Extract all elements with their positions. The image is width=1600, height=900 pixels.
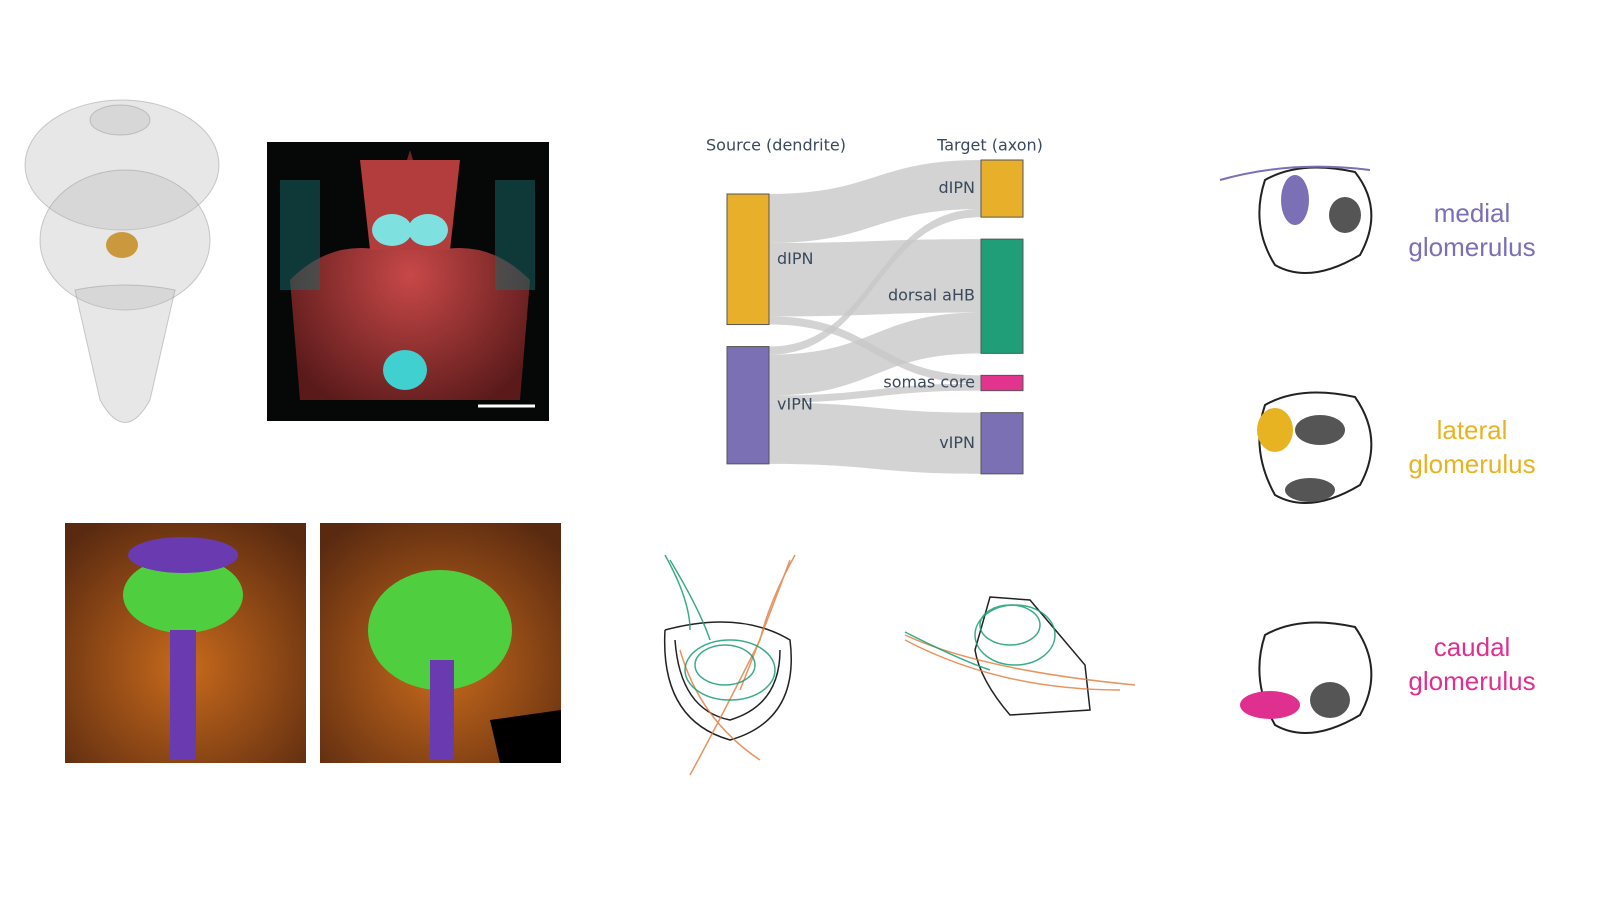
glomerulus-labels: medial glomerulus lateral glomerulus caudal g… [1408,198,1535,696]
sankey-link [769,402,981,474]
glomerulus-label: glomerulus [1408,232,1535,262]
source-node [726,193,770,326]
glomerulus-label: caudal [1434,632,1511,662]
sankey-link [769,208,981,355]
glomerulus-schematics [1219,165,1373,734]
sankey-links [769,160,981,474]
target-label: dorsal aHB [888,286,975,305]
confocal-image [267,142,549,421]
target-label: vIPN [939,433,975,452]
source-label: dIPN [777,249,814,268]
glomerulus-label: glomerulus [1408,449,1535,479]
target-node [980,374,1024,392]
glomerulus-label: medial [1434,198,1511,228]
target-node [980,238,1024,354]
glomerulus-label: glomerulus [1408,666,1535,696]
sankey-diagram: Source (dendrite) Target (axon) dIPN vIPN dI… [706,136,1043,475]
glomerulus-label: lateral [1437,415,1508,445]
brain-render [24,99,220,423]
sankey-link [769,383,981,403]
neuron-tracings [663,554,1136,776]
source-header: Source (dendrite) [706,136,846,155]
confocal-image-bottom [65,523,561,763]
target-node [980,159,1024,218]
target-label: dIPN [939,178,976,197]
source-node [726,346,770,465]
target-node [980,412,1024,475]
target-header: Target (axon) [936,136,1043,155]
target-label: somas core [883,373,975,392]
source-label: vIPN [777,395,813,414]
sankey-link [769,312,981,396]
sankey-link [769,160,981,243]
